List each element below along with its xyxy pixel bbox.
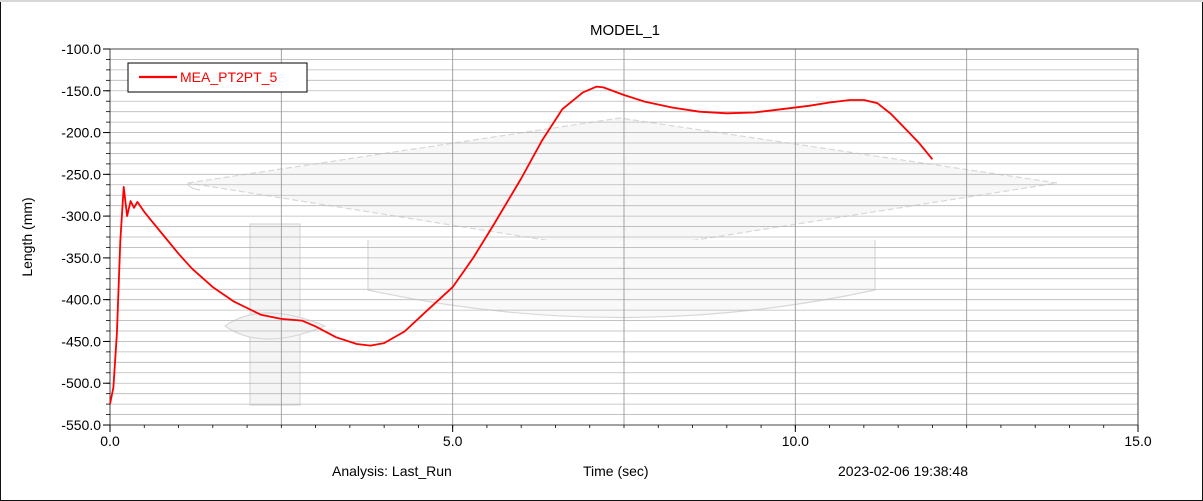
y-tick-label: -300.0	[61, 208, 101, 224]
series-line-mea_pt2pt_5	[109, 85, 934, 405]
x-tick-label: 0.0	[100, 433, 120, 449]
x-tick-label: 15.0	[1124, 433, 1151, 449]
x-axis-label: Time (sec)	[583, 463, 649, 479]
y-tick-label: -350.0	[61, 250, 101, 266]
y-tick-label: -450.0	[61, 333, 101, 349]
analysis-label: Analysis: Last_Run	[332, 463, 452, 479]
x-tick-label: 10.0	[782, 433, 809, 449]
legend-label: MEA_PT2PT_5	[180, 69, 277, 85]
x-tick-label: 5.0	[443, 433, 463, 449]
y-tick-label: -250.0	[61, 166, 101, 182]
y-axis-label: Length (mm)	[19, 197, 35, 276]
y-tick-label: -200.0	[61, 125, 101, 141]
y-tick-label: -150.0	[61, 83, 101, 99]
y-tick-label: -100.0	[61, 41, 101, 57]
window-edge	[0, 0, 1203, 2]
chart-title: MODEL_1	[589, 22, 661, 39]
timestamp-label: 2023-02-06 19:38:48	[838, 463, 968, 479]
y-tick-label: -550.0	[61, 417, 101, 433]
y-tick-label: -500.0	[61, 375, 101, 391]
y-tick-label: -400.0	[61, 292, 101, 308]
